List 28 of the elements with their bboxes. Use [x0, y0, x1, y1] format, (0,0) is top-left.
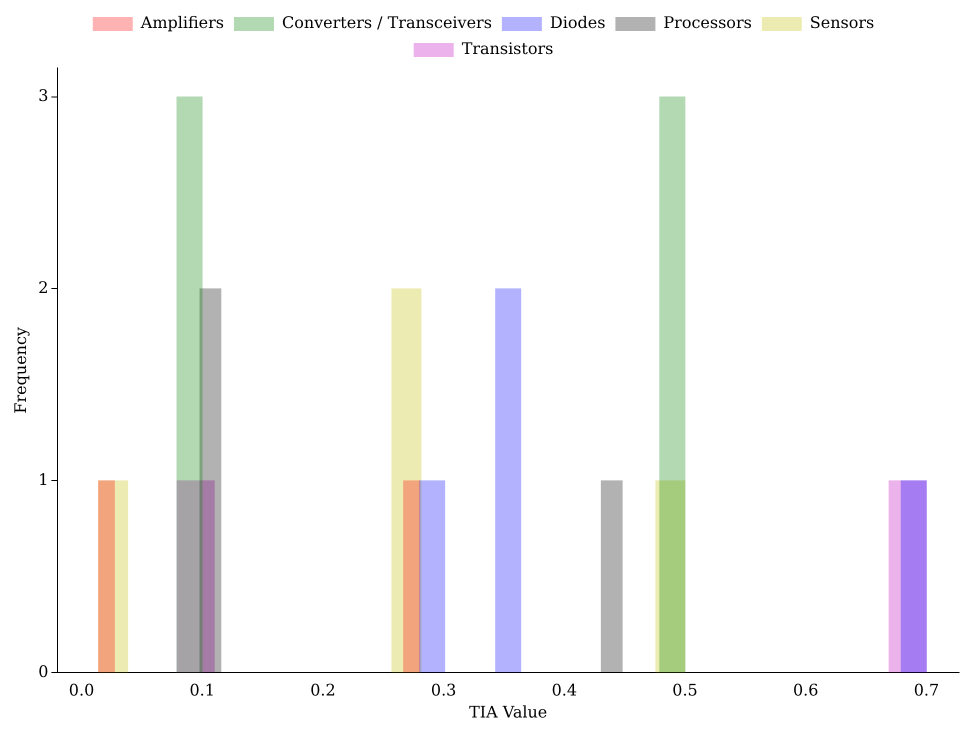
bar: [600, 480, 623, 672]
y-tick-label: 3: [38, 86, 48, 105]
bar: [495, 288, 522, 672]
bar: [98, 480, 115, 672]
x-tick-label: 0.2: [310, 680, 336, 700]
bar: [403, 480, 420, 672]
legend-label: Diodes: [550, 13, 606, 32]
y-tick-label: 1: [38, 470, 48, 489]
x-axis-title: TIA Value: [469, 702, 548, 722]
y-tick-label: 2: [38, 278, 48, 297]
legend-label: Processors: [663, 13, 752, 32]
y-tick-label: 0: [38, 662, 48, 681]
x-tick-label: 0.4: [552, 680, 578, 700]
legend-label: Amplifiers: [140, 13, 224, 32]
x-tick-label: 0.1: [189, 680, 215, 700]
legend-label: Transistors: [462, 39, 554, 58]
x-tick-label: 0.6: [792, 680, 818, 700]
bar: [659, 96, 686, 672]
bar: [419, 480, 446, 672]
x-tick-label: 0.3: [430, 680, 456, 700]
y-axis-title: Frequency: [10, 327, 30, 414]
x-tick-label: 0.0: [68, 680, 94, 700]
bar: [900, 480, 927, 672]
legend-label: Sensors: [810, 13, 874, 32]
bar: [176, 96, 203, 672]
x-tick-label: 0.5: [672, 680, 698, 700]
x-tick-label: 0.7: [914, 680, 940, 700]
legend-label: Converters / Transceivers: [282, 13, 492, 32]
